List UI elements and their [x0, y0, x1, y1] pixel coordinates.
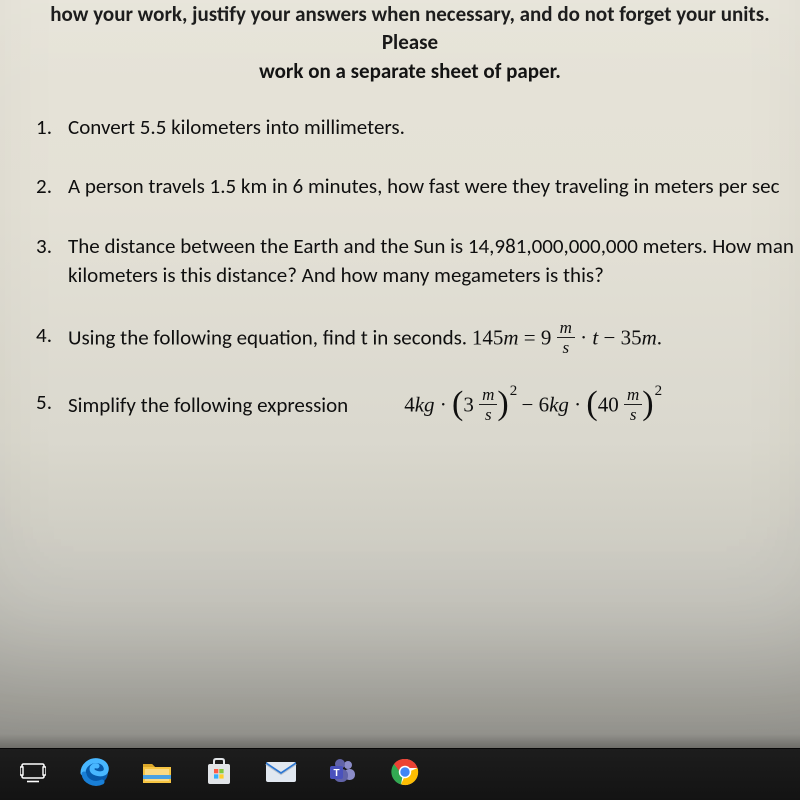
expr-a-mass: 4	[404, 392, 415, 416]
eq-dot: ·	[580, 325, 592, 349]
question-5-expression: 4kg · (3 m s )2 − 6kg · (40 m	[404, 388, 661, 425]
eq-trail-unit: m	[642, 325, 657, 349]
lparen-icon: (	[586, 385, 597, 422]
expr-minus: −	[521, 392, 538, 416]
expr-b-mass-unit: kg	[549, 392, 569, 416]
frac-den: s	[557, 338, 575, 356]
question-text: A person travels 1.5 km in 6 minutes, ho…	[68, 172, 792, 201]
file-explorer-button[interactable]	[130, 749, 184, 800]
question-3-line-b: kilometers is this distance? And how man…	[68, 262, 604, 288]
worksheet-page: how your work, justify your answers when…	[0, 0, 800, 455]
eq-period: .	[657, 325, 662, 349]
question-list: 1. Convert 5.5 kilometers into millimete…	[28, 113, 792, 425]
mail-button[interactable]	[254, 749, 308, 800]
eq-lhs-unit: m	[503, 325, 518, 349]
frac-den: s	[624, 405, 642, 423]
expr-a-dot: ·	[440, 392, 452, 416]
eq-coef: 9	[541, 325, 552, 349]
eq-minus-35: − 35	[604, 325, 642, 349]
question-3: 3. The distance between the Earth and th…	[28, 232, 792, 291]
screen: how your work, justify your answers when…	[0, 0, 800, 800]
task-view-icon	[20, 759, 46, 790]
eq-var-t: t	[592, 325, 598, 349]
frac-num: m	[479, 386, 497, 405]
expr-b-dot: ·	[574, 392, 586, 416]
instructions-line-1: how your work, justify your answers when…	[28, 0, 792, 57]
expr-b-mass: 6	[539, 392, 550, 416]
question-5-lead: Simplify the following expression	[68, 391, 348, 420]
question-4: 4. Using the following equation, find t …	[28, 321, 792, 358]
chrome-button[interactable]	[378, 749, 432, 800]
question-text: The distance between the Earth and the S…	[68, 232, 794, 291]
teams-button[interactable]: T	[316, 749, 370, 800]
question-number: 4.	[28, 321, 52, 358]
question-number: 5.	[28, 388, 52, 425]
question-2: 2. A person travels 1.5 km in 6 minutes,…	[28, 172, 792, 201]
svg-text:T: T	[333, 768, 339, 779]
lparen-icon: (	[452, 385, 463, 422]
taskbar-top-shadow	[0, 734, 800, 748]
expr-a-fraction: m s	[479, 386, 497, 423]
question-4-equation: 145m = 9 m s · t − 35m.	[472, 321, 662, 358]
store-icon	[205, 758, 233, 791]
expr-b-coef: 40	[598, 392, 619, 416]
task-view-button[interactable]	[6, 749, 60, 800]
microsoft-store-button[interactable]	[192, 749, 246, 800]
question-1: 1. Convert 5.5 kilometers into millimete…	[28, 113, 792, 142]
eq-rate-fraction: m s	[557, 319, 575, 356]
teams-icon: T	[328, 757, 358, 792]
taskbar: T	[0, 748, 800, 800]
instructions: how your work, justify your answers when…	[28, 0, 792, 85]
question-5: 5. Simplify the following expression 4kg…	[28, 388, 792, 425]
frac-den: s	[479, 405, 497, 423]
mail-icon	[265, 760, 297, 789]
lower-blur-band	[0, 510, 800, 734]
question-text: Using the following equation, find t in …	[68, 321, 792, 358]
expr-b-fraction: m s	[624, 386, 642, 423]
question-text: Convert 5.5 kilometers into millimeters.	[68, 113, 792, 142]
frac-num: m	[624, 386, 642, 405]
edge-button[interactable]	[68, 749, 122, 800]
question-number: 1.	[28, 113, 52, 142]
expr-a-coef: 3	[463, 392, 474, 416]
frac-num: m	[557, 319, 575, 338]
rparen-icon: )	[497, 385, 508, 422]
eq-lhs-number: 145	[472, 325, 504, 349]
instructions-line-2: work on a separate sheet of paper.	[28, 57, 792, 85]
question-number: 2.	[28, 172, 52, 201]
folder-icon	[142, 759, 172, 790]
rparen-icon: )	[642, 385, 653, 422]
expr-b-pow: 2	[655, 383, 663, 399]
edge-icon	[80, 757, 110, 792]
expr-a-mass-unit: kg	[415, 392, 435, 416]
question-4-lead: Using the following equation, find t in …	[68, 324, 472, 350]
question-number: 3.	[28, 232, 52, 291]
question-3-line-a: The distance between the Earth and the S…	[68, 232, 794, 261]
question-text: Simplify the following expression 4kg · …	[68, 388, 792, 425]
chrome-icon	[391, 758, 419, 791]
expr-a-pow: 2	[510, 383, 518, 399]
eq-equals: =	[524, 325, 541, 349]
